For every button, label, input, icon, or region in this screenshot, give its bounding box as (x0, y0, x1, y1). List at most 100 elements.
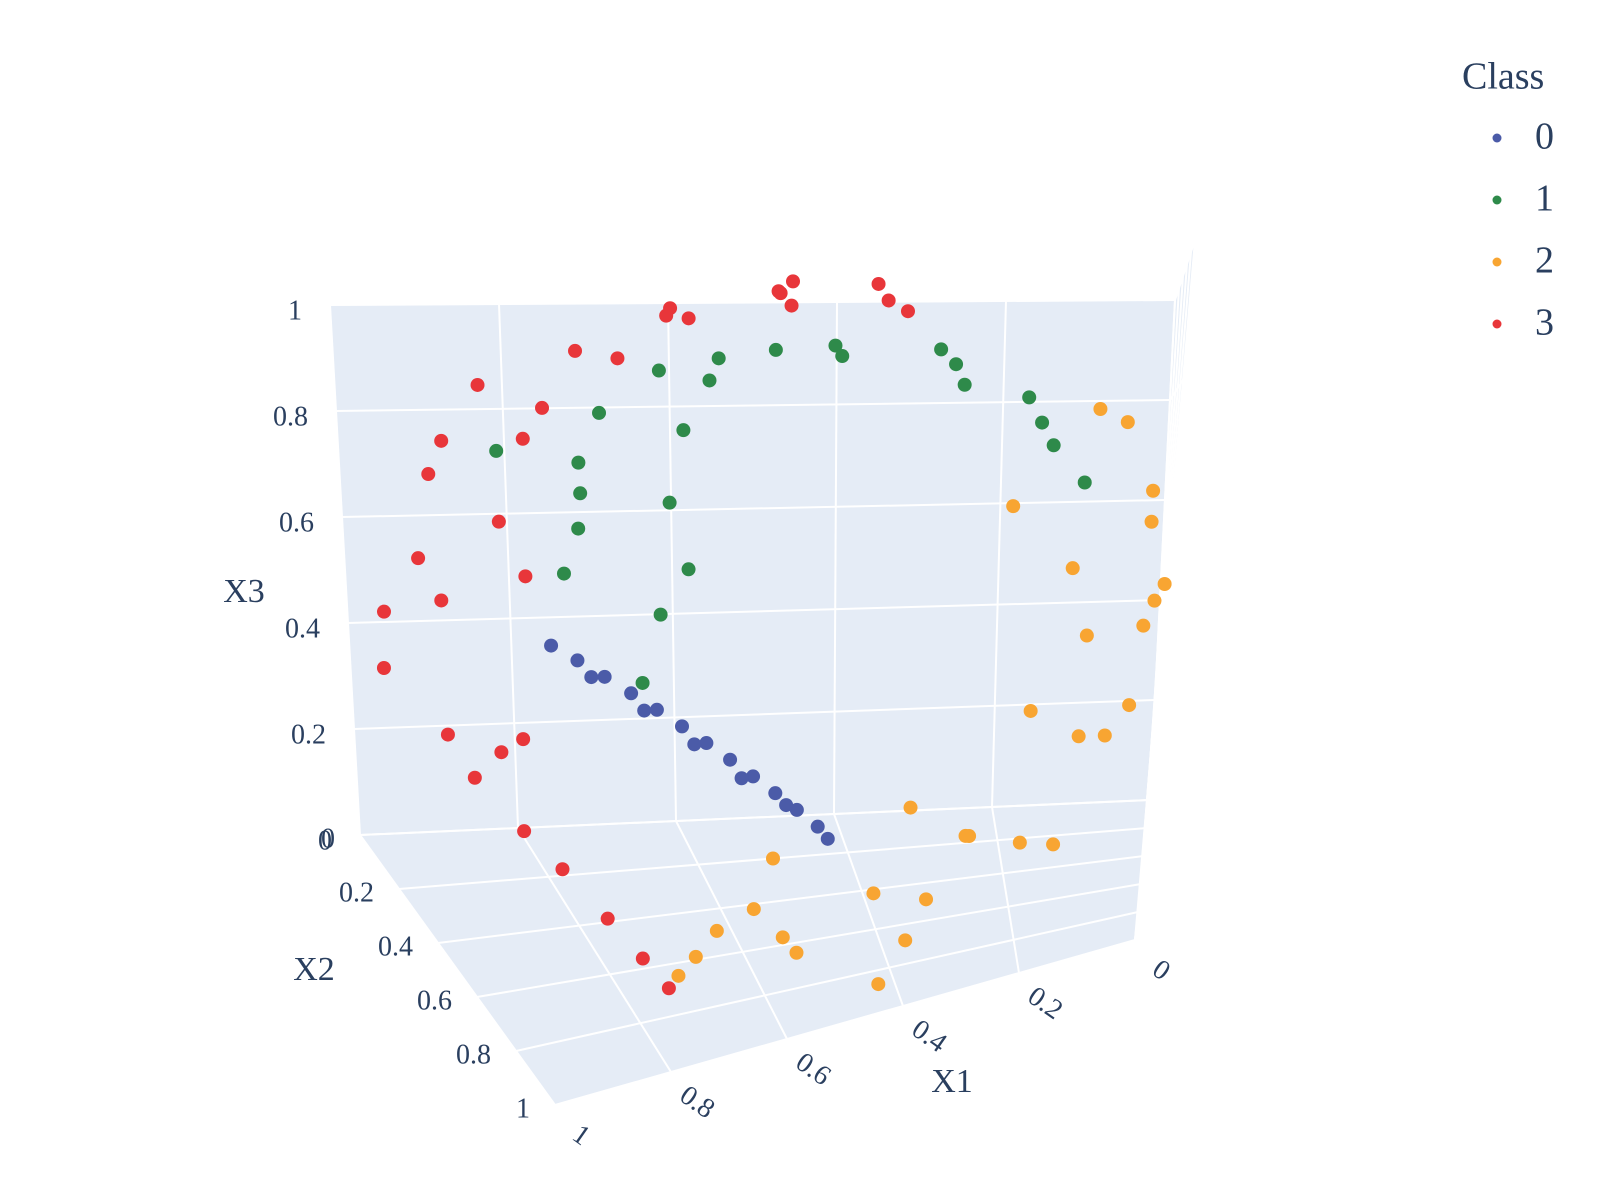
point (681, 562, 696, 577)
point (934, 342, 949, 357)
point (411, 551, 426, 566)
grid-line (329, 299, 1176, 306)
point (584, 670, 599, 685)
scene (329, 239, 1196, 1106)
point (919, 892, 934, 907)
point (659, 308, 674, 323)
point (376, 604, 391, 619)
point (746, 769, 761, 784)
point (1035, 415, 1050, 430)
point (1136, 618, 1151, 633)
point (810, 819, 825, 834)
point (653, 607, 668, 622)
legend-item[interactable]: 2 (1492, 240, 1555, 282)
point (1147, 593, 1162, 608)
point (600, 911, 615, 926)
legend-item[interactable]: 1 (1492, 178, 1555, 220)
z-tick-label: 1 (288, 295, 302, 326)
point (637, 703, 652, 718)
grid-line (498, 303, 519, 829)
point (1146, 483, 1161, 498)
point (556, 566, 571, 581)
point (898, 933, 913, 948)
grid-line (437, 855, 1145, 944)
legend-title: Class (1462, 56, 1544, 98)
point (635, 675, 650, 690)
grid-line (1146, 699, 1156, 801)
point (958, 828, 973, 843)
legend-label: 2 (1535, 240, 1554, 282)
y-tick-label: 1 (516, 1093, 530, 1124)
point (949, 357, 964, 372)
point (624, 686, 639, 701)
point (662, 495, 677, 510)
point (570, 653, 585, 668)
x-tick-label: 0.2 (1022, 981, 1068, 1026)
grid-line (329, 304, 361, 836)
legend-marker (1492, 257, 1502, 267)
grid-line (476, 883, 1142, 998)
point (1012, 835, 1027, 850)
point (434, 433, 449, 448)
point (494, 745, 509, 760)
grid-line (675, 820, 788, 1040)
point (518, 569, 533, 584)
point (516, 732, 531, 747)
x-tick-label: 1 (567, 1119, 596, 1152)
point (789, 802, 804, 817)
point (779, 798, 794, 813)
point (784, 298, 799, 313)
point (661, 981, 676, 996)
point (676, 423, 691, 438)
grid-line (1169, 379, 1184, 401)
point (1046, 837, 1061, 852)
point (434, 593, 449, 608)
legend-label: 0 (1535, 116, 1554, 158)
x-tick-label: 0.8 (674, 1080, 720, 1125)
point (688, 949, 703, 964)
point (866, 886, 881, 901)
point (709, 923, 724, 938)
point (489, 443, 504, 458)
point (711, 351, 726, 366)
point (610, 351, 625, 366)
legend: 0 1 2 3 (1492, 116, 1555, 344)
grid-line (833, 301, 838, 815)
point (544, 638, 559, 653)
point (555, 862, 570, 877)
point (1157, 577, 1172, 591)
point (702, 373, 717, 388)
point (785, 274, 800, 289)
x-axis-title: X1 (931, 1063, 973, 1100)
point (1077, 475, 1092, 490)
point (649, 702, 664, 717)
legend-label: 1 (1535, 178, 1554, 220)
legend-marker (1492, 195, 1502, 205)
point (470, 377, 485, 392)
grid-line (1158, 599, 1161, 661)
grid-line (517, 827, 672, 1073)
x-tick-label: 0.6 (790, 1047, 836, 1092)
point (1022, 390, 1037, 405)
point (592, 405, 607, 420)
grid-line (347, 599, 1161, 624)
point (515, 431, 530, 446)
point (635, 951, 650, 966)
point (900, 304, 915, 319)
point (773, 286, 788, 301)
grid-line (1164, 499, 1172, 521)
point (768, 342, 783, 357)
point (1079, 628, 1094, 643)
y-tick-label: 0.4 (378, 931, 413, 962)
grid-line (833, 813, 904, 1007)
legend-item[interactable]: 0 (1492, 116, 1555, 158)
x-tick-label: 0 (1147, 954, 1176, 987)
z-tick-label: 0 (318, 825, 332, 856)
point (517, 824, 532, 839)
z-tick-label: 0.6 (279, 507, 314, 538)
legend-item[interactable]: 3 (1492, 302, 1555, 344)
grid-line (554, 939, 1136, 1106)
point (1046, 438, 1061, 453)
point (1006, 499, 1021, 514)
